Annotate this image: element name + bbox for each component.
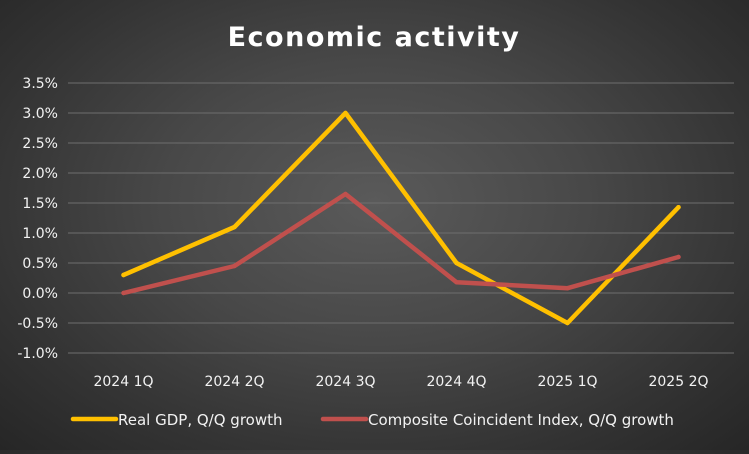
y-tick-label: -0.5% (17, 316, 58, 332)
legend-label: Composite Coincident Index, Q/Q growth (368, 411, 674, 429)
data-point (676, 254, 681, 260)
data-point (454, 260, 459, 266)
chart-title: Economic activity (228, 22, 521, 53)
x-tick-label: 2024 3Q (315, 374, 375, 390)
x-tick-label: 2024 2Q (204, 374, 264, 390)
x-tick-label: 2025 2Q (648, 374, 708, 390)
y-tick-label: 3.0% (22, 106, 58, 122)
gridlines (68, 82, 734, 354)
x-tick-label: 2025 1Q (537, 374, 597, 390)
data-point (232, 263, 237, 269)
data-point (565, 286, 570, 291)
data-point (343, 191, 348, 197)
y-tick-label: 1.0% (22, 226, 58, 242)
series-lines (121, 110, 681, 326)
data-point (454, 280, 459, 285)
y-axis-ticks: -1.0% -0.5% 0.0% 0.5% 1.0% 1.5% 2.0% 2.5% 3.0% 3.… (17, 76, 58, 362)
data-point (565, 320, 570, 326)
data-point (232, 224, 237, 230)
data-point (343, 110, 348, 116)
legend-label: Real GDP, Q/Q growth (118, 411, 283, 429)
x-axis-ticks: 2024 1Q 2024 2Q 2024 3Q 2024 4Q 2025 1Q 2025 … (93, 374, 708, 390)
series-line-1 (121, 191, 681, 296)
data-point (676, 205, 681, 210)
data-point (121, 290, 126, 296)
series-line-0 (121, 110, 681, 326)
data-point (121, 272, 126, 278)
x-tick-label: 2024 4Q (426, 374, 486, 390)
y-tick-label: 0.5% (22, 256, 58, 272)
y-tick-label: 2.5% (22, 136, 58, 152)
y-tick-label: 1.5% (22, 196, 58, 212)
x-tick-label: 2024 1Q (93, 374, 153, 390)
y-tick-label: -1.0% (17, 346, 58, 362)
legend: Real GDP, Q/Q growth Composite Coincident… (70, 411, 674, 429)
y-tick-label: 0.0% (22, 286, 58, 302)
y-tick-label: 3.5% (22, 76, 58, 92)
y-tick-label: 2.0% (22, 166, 58, 182)
